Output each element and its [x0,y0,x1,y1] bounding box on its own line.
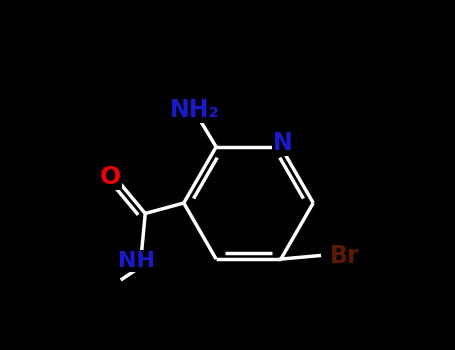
Text: NH: NH [118,251,155,271]
Text: O: O [100,165,121,189]
Text: NH₂: NH₂ [170,98,220,122]
Text: Br: Br [330,244,359,268]
Text: N: N [273,131,293,155]
